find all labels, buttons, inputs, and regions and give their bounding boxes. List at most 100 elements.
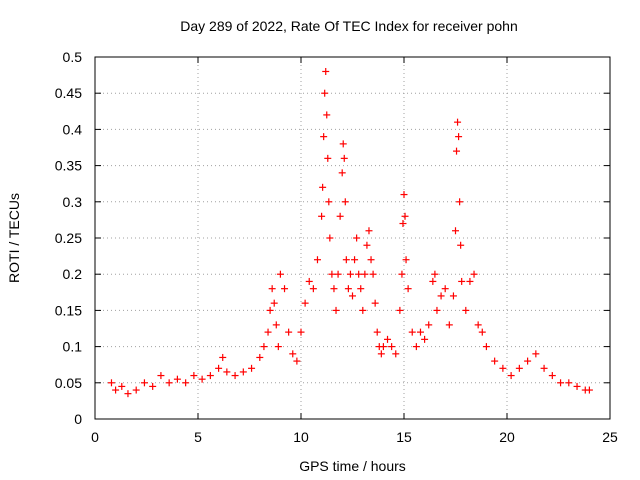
data-point: [344, 285, 352, 293]
data-point: [416, 328, 424, 336]
data-point: [369, 270, 377, 278]
data-point: [548, 372, 556, 380]
data-point: [573, 382, 581, 390]
data-point: [456, 198, 464, 206]
data-point: [388, 343, 396, 351]
data-point: [338, 169, 346, 177]
data-point: [540, 364, 548, 372]
data-point: [433, 306, 441, 314]
data-point: [458, 277, 466, 285]
data-point: [404, 285, 412, 293]
data-point: [260, 343, 268, 351]
y-tick-label: 0.15: [55, 302, 82, 318]
data-point: [276, 270, 284, 278]
data-point: [323, 111, 331, 119]
scatter-points: [107, 67, 593, 398]
data-point: [140, 379, 148, 387]
data-point: [401, 212, 409, 220]
data-point: [340, 154, 348, 162]
data-point: [112, 386, 120, 394]
y-tick-label: 0.4: [63, 121, 83, 137]
data-point: [264, 328, 272, 336]
data-point: [320, 133, 328, 141]
data-point: [173, 375, 181, 383]
data-point: [272, 321, 280, 329]
data-point: [165, 379, 173, 387]
data-point: [336, 212, 344, 220]
data-point: [392, 350, 400, 358]
data-point: [359, 306, 367, 314]
data-point: [339, 140, 347, 148]
data-point: [266, 306, 274, 314]
data-point: [462, 306, 470, 314]
data-point: [466, 277, 474, 285]
y-tick-labels: 0 0.05 0.1 0.15 0.2 0.25 0.3 0.35 0.4 0.45 0.5: [55, 49, 82, 427]
data-point: [445, 321, 453, 329]
data-point: [124, 390, 132, 398]
data-point: [402, 256, 410, 264]
x-tick-label: 0: [91, 429, 99, 445]
plot-frame: [94, 56, 611, 420]
x-tick-label: 15: [396, 429, 412, 445]
y-tick-label: 0.05: [55, 375, 82, 391]
data-point: [384, 335, 392, 343]
data-point: [441, 285, 449, 293]
axis-ticks: [94, 56, 611, 420]
data-point: [318, 212, 326, 220]
data-point: [499, 364, 507, 372]
data-point: [321, 89, 329, 97]
x-tick-label: 10: [293, 429, 309, 445]
y-tick-label: 0.3: [63, 194, 83, 210]
data-point: [334, 270, 342, 278]
x-tick-label: 5: [194, 429, 202, 445]
x-tick-labels: 0 5 10 15 20 25: [91, 429, 618, 445]
x-tick-label: 20: [499, 429, 515, 445]
data-point: [482, 343, 490, 351]
x-tick-label: 25: [602, 429, 618, 445]
data-point: [437, 292, 445, 300]
data-point: [313, 256, 321, 264]
data-point: [491, 357, 499, 365]
data-point: [231, 372, 239, 380]
y-axis-title: ROTI / TECUs: [6, 193, 22, 283]
data-point: [223, 368, 231, 376]
data-point: [301, 299, 309, 307]
y-tick-label: 0.1: [63, 339, 83, 355]
data-point: [425, 321, 433, 329]
data-point: [353, 234, 361, 242]
data-point: [455, 133, 463, 141]
data-point: [346, 270, 354, 278]
data-point: [322, 67, 330, 75]
data-point: [371, 299, 379, 307]
y-tick-label: 0.35: [55, 158, 82, 174]
data-point: [215, 364, 223, 372]
data-point: [149, 382, 157, 390]
data-point: [274, 343, 282, 351]
data-point: [349, 292, 356, 300]
data-point: [325, 198, 333, 206]
data-point: [198, 375, 206, 383]
data-point: [309, 285, 317, 293]
x-axis-title: GPS time / hours: [299, 458, 406, 474]
data-point: [270, 299, 278, 307]
data-point: [431, 270, 439, 278]
data-point: [285, 328, 293, 336]
data-point: [182, 379, 190, 387]
y-tick-label: 0: [74, 411, 82, 427]
data-point: [429, 277, 437, 285]
data-point: [515, 364, 523, 372]
y-tick-label: 0.5: [63, 49, 83, 65]
data-point: [326, 234, 334, 242]
data-point: [297, 328, 305, 336]
y-tick-label: 0.2: [63, 266, 83, 282]
data-point: [330, 285, 338, 293]
data-point: [281, 285, 289, 293]
data-point: [107, 379, 115, 387]
data-point: [248, 364, 256, 372]
data-point: [355, 270, 363, 278]
data-point: [457, 241, 465, 249]
data-point: [357, 285, 365, 293]
data-point: [565, 379, 573, 387]
data-point: [305, 277, 313, 285]
